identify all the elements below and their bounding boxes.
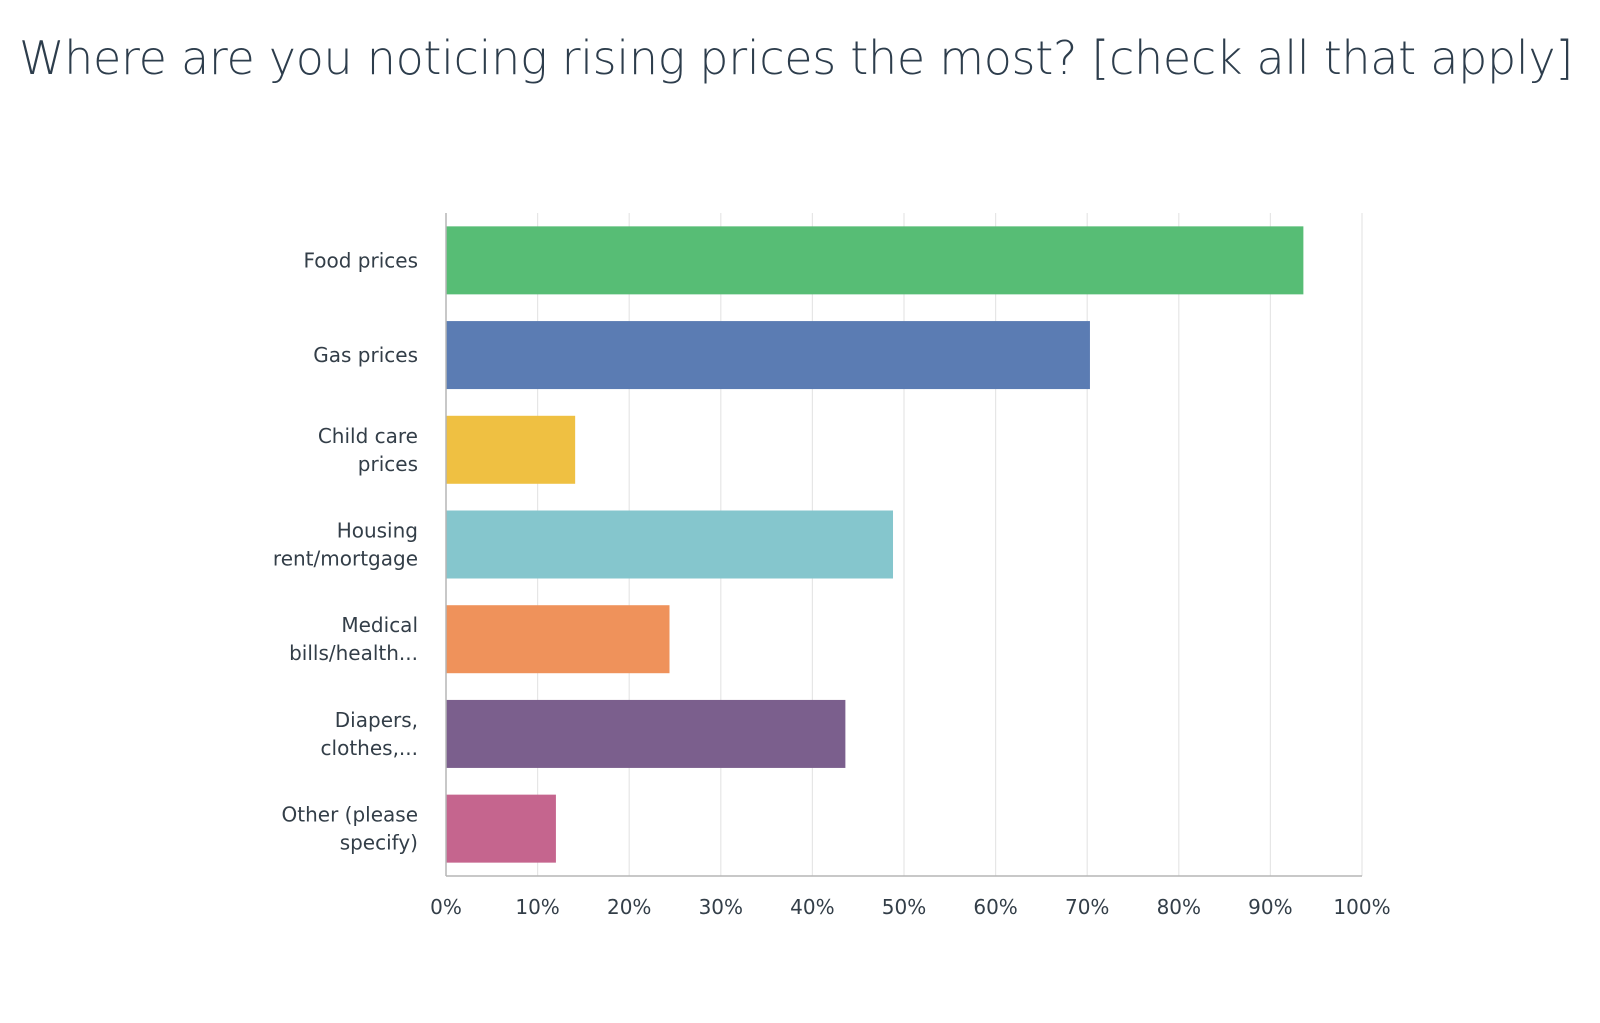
category-label: Child care	[318, 424, 418, 448]
x-tick-label: 10%	[515, 895, 559, 919]
category-label: rent/mortgage	[273, 547, 418, 571]
bars	[446, 226, 1304, 863]
x-tick-label: 60%	[973, 895, 1017, 919]
x-tick-label: 40%	[790, 895, 834, 919]
category-label: specify)	[340, 831, 418, 855]
bar[interactable]	[446, 510, 894, 579]
axes	[445, 213, 1362, 877]
x-tick-label: 50%	[882, 895, 926, 919]
tick-labels: 0% 10% 20% 30% 40% 50% 60% 70% 80% 90% 100%	[430, 895, 1390, 919]
bar[interactable]	[446, 226, 1304, 295]
x-tick-label: 100%	[1333, 895, 1390, 919]
x-tick-label: 20%	[607, 895, 651, 919]
x-tick-label: 80%	[1157, 895, 1201, 919]
x-tick-label: 30%	[699, 895, 743, 919]
category-label: clothes,...	[321, 736, 418, 760]
bar[interactable]	[446, 415, 576, 484]
category-label: prices	[358, 452, 418, 476]
bar[interactable]	[446, 699, 846, 768]
bar[interactable]	[446, 794, 556, 863]
category-label: Gas prices	[313, 343, 418, 367]
category-label: Diapers,	[335, 708, 418, 732]
category-label: Other (please	[282, 803, 418, 827]
bar[interactable]	[446, 321, 1090, 390]
category-label: Food prices	[303, 248, 418, 272]
x-tick-label: 70%	[1065, 895, 1109, 919]
category-label: bills/health...	[289, 641, 418, 665]
category-labels: Food prices Gas prices Child care prices Hou…	[273, 248, 418, 854]
category-label: Housing	[337, 519, 418, 543]
chart-title: Where are you noticing rising prices the…	[19, 31, 1573, 85]
x-tick-label: 90%	[1248, 895, 1292, 919]
bar[interactable]	[446, 605, 670, 674]
category-label: Medical	[341, 613, 418, 637]
x-tick-label: 0%	[430, 895, 462, 919]
